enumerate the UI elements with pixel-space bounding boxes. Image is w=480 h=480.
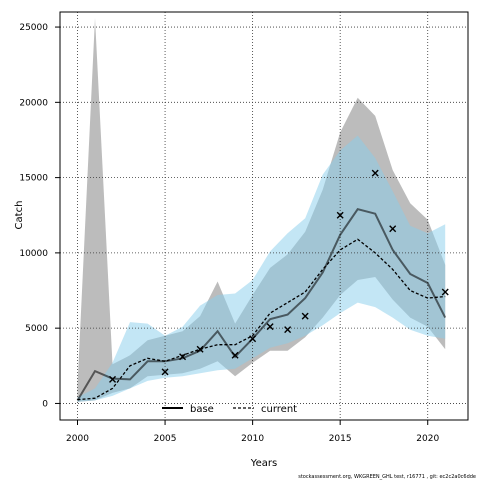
observed-point bbox=[161, 368, 169, 376]
y-tick-label: 0 bbox=[42, 399, 48, 409]
legend-current-label: current bbox=[261, 404, 297, 415]
observed-point bbox=[196, 345, 204, 353]
y-tick-label: 5000 bbox=[25, 324, 48, 334]
observed-point bbox=[284, 326, 292, 334]
observed-point bbox=[266, 323, 274, 331]
x-tick-label: 2020 bbox=[416, 434, 439, 444]
base-confidence-band bbox=[77, 18, 446, 402]
observed-point bbox=[336, 211, 344, 219]
series-lines bbox=[76, 208, 447, 401]
observed-point bbox=[179, 353, 187, 361]
y-tick-label: 25000 bbox=[19, 23, 48, 33]
x-tick-label: 2015 bbox=[329, 434, 352, 444]
legend-base-label: base bbox=[190, 404, 214, 415]
y-axis-title: Catch bbox=[14, 201, 25, 230]
axes: 2000 2005 2010 2015 2020 0 5000 10000 15000 20000… bbox=[19, 11, 469, 444]
plot-frame bbox=[59, 11, 469, 421]
observed-point bbox=[301, 312, 309, 320]
observed-point bbox=[109, 375, 117, 383]
observed-point bbox=[441, 288, 449, 296]
observed-point bbox=[389, 225, 397, 233]
current-confidence-band bbox=[77, 135, 446, 402]
x-tick-label: 2000 bbox=[66, 434, 89, 444]
observed-point bbox=[249, 335, 257, 343]
base-line bbox=[76, 208, 447, 401]
x-tick-label: 2005 bbox=[154, 434, 177, 444]
y-tick-label: 15000 bbox=[19, 174, 48, 184]
grid-lines bbox=[60, 12, 468, 420]
y-tick-label: 20000 bbox=[19, 98, 48, 108]
confidence-bands bbox=[77, 18, 446, 402]
x-tick-label: 2010 bbox=[241, 434, 264, 444]
footnote: stockassessment.org, WKGREEN_GHL test, r… bbox=[298, 474, 476, 480]
observed-point bbox=[371, 169, 379, 177]
y-tick-label: 10000 bbox=[19, 249, 48, 259]
x-axis-title: Years bbox=[250, 458, 277, 469]
current-line bbox=[77, 238, 446, 401]
observed-markers bbox=[109, 169, 449, 383]
observed-point bbox=[231, 351, 239, 359]
legend: base current bbox=[162, 404, 297, 415]
